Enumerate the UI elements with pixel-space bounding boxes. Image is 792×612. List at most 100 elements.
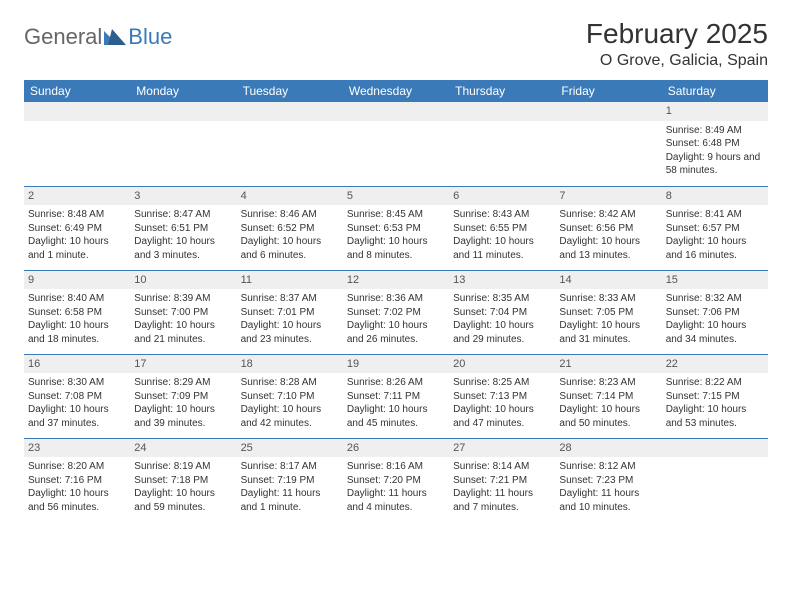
- sunset-line: Sunset: 6:58 PM: [28, 306, 126, 320]
- calendar-cell: 14Sunrise: 8:33 AMSunset: 7:05 PMDayligh…: [555, 270, 661, 354]
- sunset-line: Sunset: 7:14 PM: [559, 390, 657, 404]
- day-number: [662, 439, 768, 458]
- sunset-line: Sunset: 7:15 PM: [666, 390, 764, 404]
- daylight-line: Daylight: 10 hours and 13 minutes.: [559, 235, 657, 262]
- sunset-line: Sunset: 6:55 PM: [453, 222, 551, 236]
- calendar-cell: 2Sunrise: 8:48 AMSunset: 6:49 PMDaylight…: [24, 186, 130, 270]
- daylight-line: Daylight: 11 hours and 4 minutes.: [347, 487, 445, 514]
- calendar-cell: 12Sunrise: 8:36 AMSunset: 7:02 PMDayligh…: [343, 270, 449, 354]
- day-number: 1: [662, 102, 768, 121]
- sunset-line: Sunset: 6:48 PM: [666, 137, 764, 151]
- header: General Blue February 2025 O Grove, Gali…: [24, 18, 768, 70]
- calendar-cell: [24, 102, 130, 186]
- dow-header: Wednesday: [343, 80, 449, 102]
- logo: General Blue: [24, 18, 172, 50]
- sunrise-line: Sunrise: 8:47 AM: [134, 208, 232, 222]
- calendar-cell: 17Sunrise: 8:29 AMSunset: 7:09 PMDayligh…: [130, 354, 236, 438]
- calendar-cell: 19Sunrise: 8:26 AMSunset: 7:11 PMDayligh…: [343, 354, 449, 438]
- sunrise-line: Sunrise: 8:28 AM: [241, 376, 339, 390]
- daylight-line: Daylight: 10 hours and 56 minutes.: [28, 487, 126, 514]
- day-number: [555, 102, 661, 121]
- sunrise-line: Sunrise: 8:22 AM: [666, 376, 764, 390]
- sunrise-line: Sunrise: 8:35 AM: [453, 292, 551, 306]
- calendar-cell: 25 Sunrise: 8:17 AMSunset: 7:19 PMDayligh…: [237, 438, 343, 522]
- day-number: [343, 102, 449, 121]
- calendar-cell: [555, 102, 661, 186]
- daylight-line: Daylight: 10 hours and 1 minute.: [28, 235, 126, 262]
- calendar-cell: 27Sunrise: 8:14 AMSunset: 7:21 PMDayligh…: [449, 438, 555, 522]
- sunset-line: Sunset: 7:10 PM: [241, 390, 339, 404]
- day-number: [24, 102, 130, 121]
- daylight-line: Daylight: 10 hours and 23 minutes.: [241, 319, 339, 346]
- calendar-cell: [449, 102, 555, 186]
- day-number: 17: [130, 355, 236, 374]
- sunrise-line: Sunrise: 8:45 AM: [347, 208, 445, 222]
- daylight-line: Daylight: 10 hours and 8 minutes.: [347, 235, 445, 262]
- sunrise-line: Sunrise: 8:32 AM: [666, 292, 764, 306]
- daylight-line: Daylight: 10 hours and 11 minutes.: [453, 235, 551, 262]
- dow-header: Thursday: [449, 80, 555, 102]
- sunset-line: Sunset: 7:08 PM: [28, 390, 126, 404]
- daylight-line: Daylight: 10 hours and 34 minutes.: [666, 319, 764, 346]
- sunrise-line: Sunrise: 8:20 AM: [28, 460, 126, 474]
- day-number: 4: [237, 187, 343, 206]
- daylight-line: Daylight: 10 hours and 6 minutes.: [241, 235, 339, 262]
- sunset-line: Sunset: 7:04 PM: [453, 306, 551, 320]
- day-number: 21: [555, 355, 661, 374]
- daylight-line: Daylight: 10 hours and 18 minutes.: [28, 319, 126, 346]
- daylight-line: Daylight: 9 hours and 58 minutes.: [666, 151, 764, 178]
- sunrise-line: Sunrise: 8:17 AM: [241, 460, 339, 474]
- calendar-cell: 11Sunrise: 8:37 AMSunset: 7:01 PMDayligh…: [237, 270, 343, 354]
- calendar-row: 1Sunrise: 8:49 AMSunset: 6:48 PMDaylight…: [24, 102, 768, 186]
- logo-triangle-icon: [104, 29, 126, 45]
- logo-text-blue: Blue: [128, 24, 172, 50]
- sunrise-line: Sunrise: 8:42 AM: [559, 208, 657, 222]
- day-number: 19: [343, 355, 449, 374]
- day-number: [449, 102, 555, 121]
- daylight-line: Daylight: 11 hours and 1 minute.: [241, 487, 339, 514]
- logo-text-general: General: [24, 24, 102, 50]
- daylight-line: Daylight: 10 hours and 16 minutes.: [666, 235, 764, 262]
- sunset-line: Sunset: 7:09 PM: [134, 390, 232, 404]
- sunset-line: Sunset: 7:11 PM: [347, 390, 445, 404]
- calendar-cell: [237, 102, 343, 186]
- sunset-line: Sunset: 7:06 PM: [666, 306, 764, 320]
- calendar-cell: [130, 102, 236, 186]
- sunset-line: Sunset: 7:16 PM: [28, 474, 126, 488]
- sunset-line: Sunset: 7:00 PM: [134, 306, 232, 320]
- sunrise-line: Sunrise: 8:14 AM: [453, 460, 551, 474]
- sunrise-line: Sunrise: 8:43 AM: [453, 208, 551, 222]
- sunrise-line: Sunrise: 8:46 AM: [241, 208, 339, 222]
- sunset-line: Sunset: 6:56 PM: [559, 222, 657, 236]
- sunset-line: Sunset: 7:18 PM: [134, 474, 232, 488]
- calendar-cell: 4 Sunrise: 8:46 AMSunset: 6:52 PMDaylight…: [237, 186, 343, 270]
- calendar-head: SundayMondayTuesdayWednesdayThursdayFrid…: [24, 80, 768, 102]
- day-number: 25: [237, 439, 343, 458]
- sunset-line: Sunset: 6:52 PM: [241, 222, 339, 236]
- day-number: 28: [555, 439, 661, 458]
- daylight-line: Daylight: 10 hours and 3 minutes.: [134, 235, 232, 262]
- daylight-line: Daylight: 10 hours and 39 minutes.: [134, 403, 232, 430]
- title-block: February 2025 O Grove, Galicia, Spain: [586, 18, 768, 70]
- day-number: 26: [343, 439, 449, 458]
- daylight-line: Daylight: 10 hours and 45 minutes.: [347, 403, 445, 430]
- daylight-line: Daylight: 10 hours and 26 minutes.: [347, 319, 445, 346]
- daylight-line: Daylight: 10 hours and 42 minutes.: [241, 403, 339, 430]
- dow-header: Tuesday: [237, 80, 343, 102]
- day-number: 2: [24, 187, 130, 206]
- day-number: 8: [662, 187, 768, 206]
- sunset-line: Sunset: 7:19 PM: [241, 474, 339, 488]
- day-number: 24: [130, 439, 236, 458]
- page-title: February 2025: [586, 18, 768, 50]
- sunrise-line: Sunrise: 8:16 AM: [347, 460, 445, 474]
- daylight-line: Daylight: 10 hours and 50 minutes.: [559, 403, 657, 430]
- daylight-line: Daylight: 10 hours and 59 minutes.: [134, 487, 232, 514]
- daylight-line: Daylight: 10 hours and 29 minutes.: [453, 319, 551, 346]
- sunrise-line: Sunrise: 8:19 AM: [134, 460, 232, 474]
- daylight-line: Daylight: 10 hours and 37 minutes.: [28, 403, 126, 430]
- sunrise-line: Sunrise: 8:40 AM: [28, 292, 126, 306]
- calendar-cell: 26Sunrise: 8:16 AMSunset: 7:20 PMDayligh…: [343, 438, 449, 522]
- dow-header: Monday: [130, 80, 236, 102]
- daylight-line: Daylight: 10 hours and 21 minutes.: [134, 319, 232, 346]
- sunrise-line: Sunrise: 8:36 AM: [347, 292, 445, 306]
